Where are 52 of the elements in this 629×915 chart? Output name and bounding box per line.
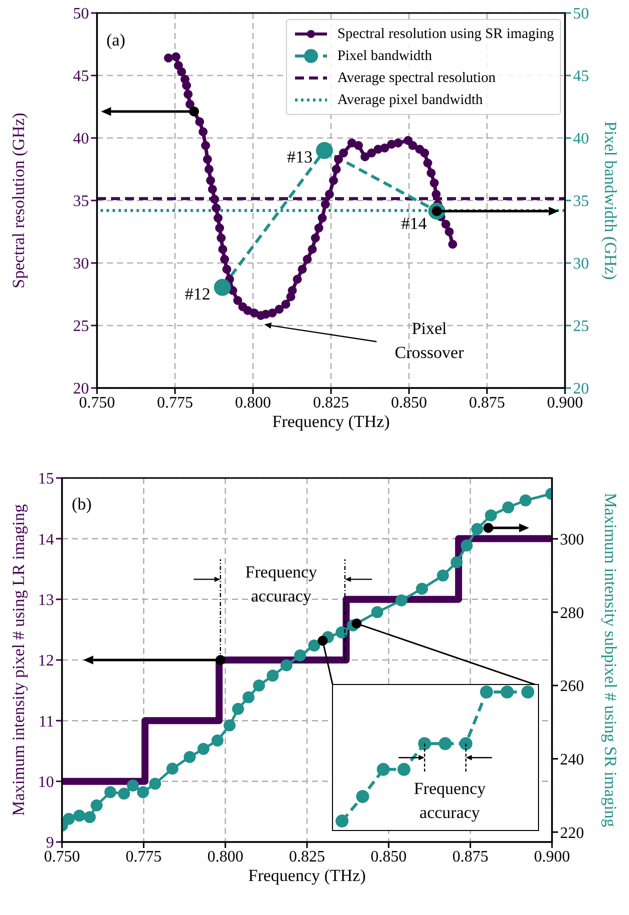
legend-label: Spectral resolution using SR imaging	[337, 25, 554, 44]
y-tick-label: 35	[73, 193, 89, 210]
annotation: (a)	[106, 30, 126, 50]
x-axis-title: Frequency (THz)	[248, 866, 366, 885]
annotation: #12	[184, 284, 210, 304]
y-tick-label: 13	[38, 592, 54, 610]
y2-tick-label: 280	[560, 604, 584, 622]
x-tick-label: 0.825	[289, 848, 325, 866]
x-tick-label: 0.850	[391, 394, 427, 412]
y-axis-title: Spectral resolution (GHz)	[9, 112, 28, 288]
y2-axis-title: Maximum intensity subpixel # using SR imaging	[601, 492, 620, 828]
annotation: (b)	[72, 494, 92, 514]
y2-tick-label: 45	[573, 68, 589, 86]
y2-tick-label: 50	[573, 6, 589, 23]
y-tick-label: 25	[73, 318, 89, 336]
x-tick-label: 0.900	[534, 848, 570, 866]
legend-label: Average spectral resolution	[337, 69, 496, 88]
x-tick-label: 0.875	[469, 394, 505, 412]
y-tick-label: 50	[73, 6, 89, 23]
annotation: Frequency accuracy	[414, 780, 486, 823]
y-tick-label: 14	[38, 531, 54, 548]
annotation: #13	[286, 148, 312, 166]
y-tick-label: 12	[38, 652, 54, 670]
y2-tick-label: 35	[573, 193, 589, 210]
y2-tick-label: 220	[560, 824, 584, 842]
annotation: Frequency accuracy	[245, 562, 318, 606]
x-tick-label: 0.875	[452, 848, 488, 866]
x-tick-label: 0.775	[157, 394, 193, 412]
x-tick-label: 0.825	[313, 394, 349, 412]
y2-tick-label: 25	[573, 318, 589, 336]
y2-tick-label: 40	[573, 130, 589, 148]
y-tick-label: 15	[38, 470, 54, 488]
y-tick-label: 11	[38, 713, 54, 730]
legend-label: Pixel bandwidth	[337, 47, 432, 66]
y-tick-label: 40	[73, 130, 89, 148]
x-tick-label: 0.775	[126, 848, 162, 866]
annotation: #14	[401, 214, 428, 234]
legend-label: Average pixel bandwidth	[337, 91, 483, 110]
y2-tick-label: 240	[560, 751, 584, 768]
y2-axis-title: Pixel bandwidth (GHz)	[601, 121, 620, 280]
annotation: Pixel Crossover	[394, 318, 464, 362]
y-tick-label: 30	[73, 256, 89, 273]
y-tick-label: 45	[73, 68, 89, 86]
y2-tick-label: 260	[560, 678, 584, 696]
y2-tick-label: 300	[560, 532, 584, 549]
y-tick-label: 10	[38, 774, 54, 792]
x-tick-label: 0.800	[207, 848, 244, 866]
x-tick-label: 0.800	[235, 394, 271, 412]
y2-tick-label: 30	[573, 256, 589, 273]
x-axis-title: Frequency (THz)	[272, 412, 390, 431]
y-axis-title: Maximum intensity pixel # using LR imaging	[9, 504, 28, 816]
x-tick-label: 0.850	[370, 848, 407, 866]
